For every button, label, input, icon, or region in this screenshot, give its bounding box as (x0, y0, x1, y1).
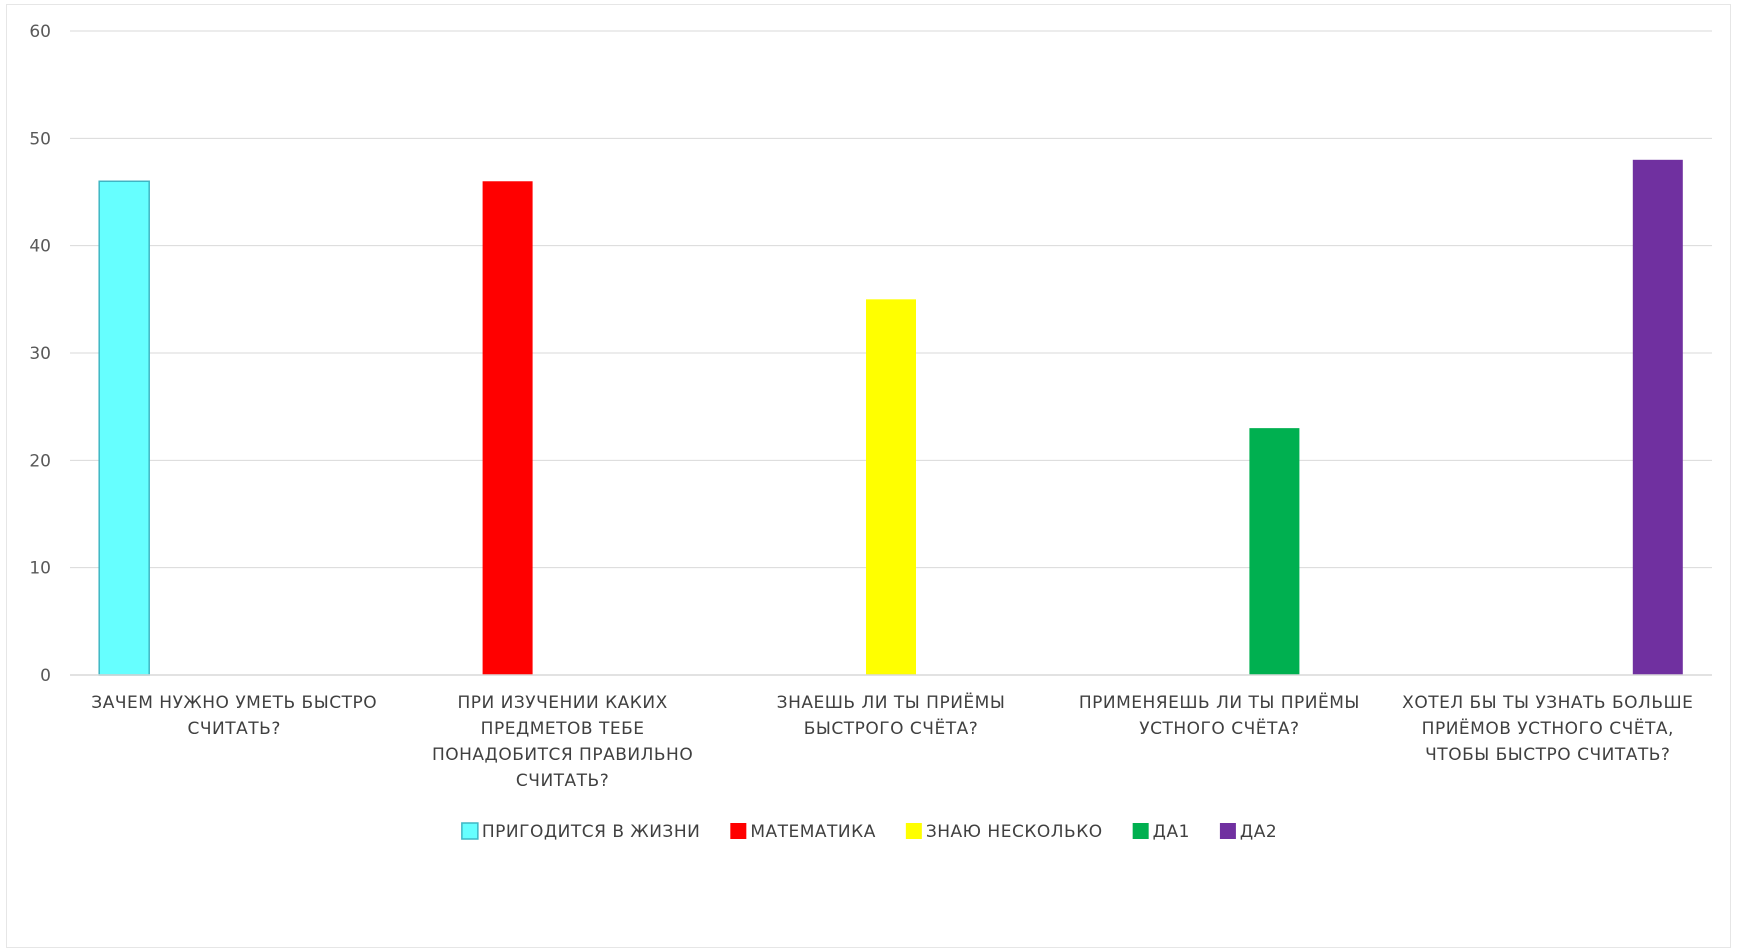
legend-swatch (905, 823, 922, 839)
y-tick-label: 20 (29, 451, 51, 471)
bar (1249, 428, 1300, 675)
y-tick-label: 0 (40, 666, 51, 686)
legend-label: ДА1 (1153, 822, 1190, 842)
y-tick-label: 30 (29, 344, 51, 364)
legend-label: ЗНАЮ НЕСКОЛЬКО (926, 822, 1103, 842)
category-label-line: БЫСТРОГО СЧЁТА? (804, 718, 979, 739)
legend-item: ЗНАЮ НЕСКОЛЬКО (905, 822, 1103, 842)
y-tick-label: 10 (29, 559, 51, 579)
bars (98, 159, 1683, 676)
category-label-line: ПРИЁМОВ УСТНОГО СЧЁТА, (1422, 718, 1674, 739)
bar (1632, 159, 1683, 676)
category-label: ЗАЧЕМ НУЖНО УМЕТЬ БЫСТРО СЧИТАТЬ? (91, 693, 377, 739)
legend-label: ДА2 (1240, 822, 1277, 842)
bar (482, 181, 533, 675)
category-label-line: ПРИМЕНЯЕШЬ ЛИ ТЫ ПРИЁМЫ (1079, 692, 1360, 713)
category-label: ЗНАЕШЬ ЛИ ТЫ ПРИЁМЫ БЫСТРОГО СЧЁТА? (777, 692, 1006, 739)
category-labels: ЗАЧЕМ НУЖНО УМЕТЬ БЫСТРО СЧИТАТЬ?ПРИ ИЗУЧ… (91, 692, 1693, 791)
chart-frame: 0 10 20 30 40 50 60 ЗАЧЕМ НУЖНО УМЕТЬ БЫСТРО СЧ… (6, 4, 1731, 948)
category-label-line: ПРИ ИЗУЧЕНИИ КАКИХ (457, 693, 667, 713)
category-label-line: СЧИТАТЬ? (516, 771, 609, 791)
category-label: ПРИ ИЗУЧЕНИИ КАКИХ ПРЕДМЕТОВ ТЕБЕ ПОНАДОБИ… (432, 693, 693, 791)
category-label-line: ПРЕДМЕТОВ ТЕБЕ (481, 719, 645, 739)
category-label: ХОТЕЛ БЫ ТЫ УЗНАТЬ БОЛЬШЕ ПРИЁМОВ УСТНОГО… (1402, 693, 1693, 765)
legend-item: ДА1 (1132, 822, 1190, 842)
legend-item: ПРИГОДИТСЯ В ЖИЗНИ (461, 822, 700, 842)
bar (98, 180, 150, 676)
category-label-line: ЗАЧЕМ НУЖНО УМЕТЬ БЫСТРО (91, 693, 377, 713)
legend-item: МАТЕМАТИКА (730, 822, 876, 842)
category-label-line: ЗНАЕШЬ ЛИ ТЫ ПРИЁМЫ (777, 692, 1006, 713)
legend-swatch (1219, 823, 1236, 839)
category-label-line: СЧИТАТЬ? (188, 719, 281, 739)
category-label-line: УСТНОГО СЧЁТА? (1139, 718, 1299, 739)
category-label: ПРИМЕНЯЕШЬ ЛИ ТЫ ПРИЁМЫ УСТНОГО СЧЁТА? (1079, 692, 1360, 739)
category-label-line: ПОНАДОБИТСЯ ПРАВИЛЬНО (432, 745, 693, 765)
y-axis-tick-labels: 0 10 20 30 40 50 60 (29, 22, 51, 686)
legend-item: ДА2 (1219, 822, 1277, 842)
y-tick-label: 60 (29, 22, 51, 42)
legend-label: ПРИГОДИТСЯ В ЖИЗНИ (482, 822, 700, 842)
bar-chart: 0 10 20 30 40 50 60 ЗАЧЕМ НУЖНО УМЕТЬ БЫСТРО СЧ… (29, 22, 1712, 842)
category-label-line: ЧТОБЫ БЫСТРО СЧИТАТЬ? (1425, 745, 1670, 765)
bar (866, 299, 916, 675)
legend-swatch (1132, 823, 1149, 839)
category-label-line: ХОТЕЛ БЫ ТЫ УЗНАТЬ БОЛЬШЕ (1402, 693, 1693, 713)
legend: ПРИГОДИТСЯ В ЖИЗНИ МАТЕМАТИКА ЗНАЮ НЕСКОЛЬ… (461, 822, 1277, 842)
legend-swatch (461, 822, 479, 840)
legend-label: МАТЕМАТИКА (750, 822, 876, 842)
y-tick-label: 50 (29, 129, 51, 149)
legend-swatch (730, 823, 747, 839)
y-tick-label: 40 (29, 237, 51, 257)
